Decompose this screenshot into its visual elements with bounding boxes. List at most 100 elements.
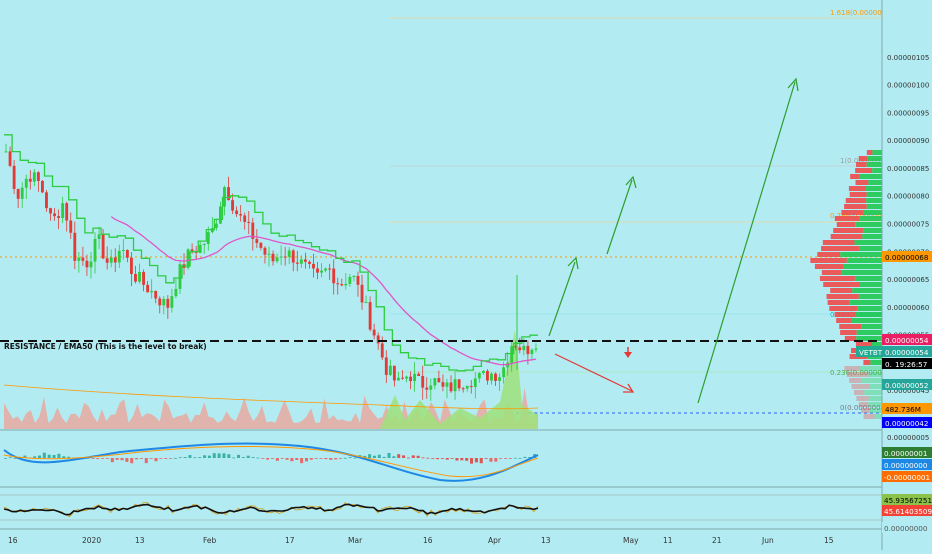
macd-histogram-bar xyxy=(402,455,406,458)
volume-profile-buy xyxy=(872,168,882,173)
candle-down xyxy=(328,268,332,270)
macd-histogram-bar xyxy=(266,458,270,460)
candle-up xyxy=(465,386,469,389)
candle-down xyxy=(263,247,267,255)
candle-down xyxy=(105,258,109,263)
price-tick-label: 0.00000060 xyxy=(887,304,929,312)
candle-down xyxy=(409,376,412,382)
volume-profile-sell xyxy=(855,342,873,347)
volume-profile-sell xyxy=(840,330,857,335)
candle-down xyxy=(486,370,489,381)
volume-profile-sell xyxy=(841,210,864,215)
volume-profile-sell xyxy=(851,384,871,389)
time-tick-label: 17 xyxy=(285,536,295,545)
price-tick-label: 0.00000075 xyxy=(887,221,929,229)
time-axis[interactable]: 16 2020 13 Feb 17 Mar 16 Apr 13 May 11 21 Jun 15 xyxy=(8,536,834,545)
price-badge-text: 0.00000054 xyxy=(885,336,929,345)
candle-down xyxy=(425,387,429,390)
volume-profile-sell xyxy=(833,228,864,233)
macd-histogram-bar xyxy=(504,458,508,459)
candle-down xyxy=(166,298,170,308)
volume-profile-buy xyxy=(867,156,882,161)
candle-down xyxy=(130,257,133,274)
macd-histogram-bar xyxy=(489,458,493,462)
price-badge-text: VETBTC xyxy=(859,348,887,357)
macd-histogram-bar xyxy=(246,455,250,458)
candle-down xyxy=(134,273,137,282)
candle-up xyxy=(530,349,534,355)
projection-arrows xyxy=(548,77,799,404)
volume-profile-sell xyxy=(830,234,863,239)
volume-profile-buy xyxy=(846,258,882,263)
candle-up xyxy=(162,298,166,306)
candle-down xyxy=(308,261,311,264)
oscillator-signal xyxy=(3,501,539,518)
candle-down xyxy=(158,298,162,306)
candle-down xyxy=(384,357,388,375)
candle-up xyxy=(481,370,485,374)
candle-down xyxy=(125,249,129,258)
macd-histogram-bar xyxy=(421,457,425,459)
candle-down xyxy=(401,377,404,379)
price-badge-text: 0.00000068 xyxy=(885,253,929,262)
volume-profile-buy xyxy=(860,282,882,287)
candle-down xyxy=(283,256,287,258)
volume-profile-buy xyxy=(869,408,882,413)
macd-histogram-bar xyxy=(42,452,46,458)
candle-up xyxy=(299,259,303,264)
volume-profile-sell xyxy=(823,282,861,287)
volume-profile-buy xyxy=(870,360,882,365)
price-axis[interactable] xyxy=(882,0,932,550)
volume-profile-buy xyxy=(868,402,882,407)
volume-profile-sell xyxy=(858,402,869,407)
macd-histogram-bar xyxy=(494,458,498,462)
macd-histogram-bar xyxy=(125,458,129,462)
volume-profile-sell xyxy=(817,252,841,257)
volume-profile-buy xyxy=(868,396,882,401)
candle-down xyxy=(417,373,421,376)
candle-up xyxy=(117,250,121,263)
candle-down xyxy=(73,232,77,261)
candle-down xyxy=(190,249,194,251)
macd-histogram-bar xyxy=(363,455,367,458)
volume-profile-buy xyxy=(861,324,882,329)
volume-profile-sell xyxy=(839,324,862,329)
volume-profile-buy xyxy=(852,288,882,293)
volume-profile-buy xyxy=(857,306,882,311)
volume-profile-sell xyxy=(834,216,860,221)
candle-down xyxy=(332,268,336,284)
macd-histogram-bar xyxy=(91,458,95,459)
volume-area xyxy=(3,330,539,429)
volume-profile-sell xyxy=(856,162,867,167)
volume-profile-buy xyxy=(864,390,882,395)
volume-profile-sell xyxy=(821,246,860,251)
macd-histogram-bar xyxy=(178,457,182,459)
candle-up xyxy=(348,276,352,284)
macd-histogram-bar xyxy=(173,457,177,459)
candle-down xyxy=(231,200,234,211)
volume-profile-buy xyxy=(855,222,882,227)
price-badge: 0.00000054 xyxy=(882,334,932,345)
macd-histogram-bar xyxy=(518,457,522,459)
macd-histogram-bar xyxy=(392,456,396,458)
price-tick-label: 0.00000105 xyxy=(887,54,929,62)
volume-profile-sell xyxy=(861,408,870,413)
macd-histogram-bar xyxy=(431,458,435,459)
price-badge: 0.00000042 xyxy=(882,417,932,428)
macd-tick-label: 0.00000005 xyxy=(887,434,929,442)
time-tick-label: Feb xyxy=(203,536,217,545)
macd-histogram-bar xyxy=(387,452,391,458)
price-badge: 0.00000052 xyxy=(882,379,932,390)
volume-profile-buy xyxy=(863,210,882,215)
macd-histogram-bar xyxy=(499,458,503,459)
macd-histogram-bar xyxy=(101,458,105,459)
macd-histogram-bar xyxy=(139,458,143,459)
candle-up xyxy=(97,234,101,239)
candle-up xyxy=(77,257,81,261)
macd-histogram-bar xyxy=(33,456,37,458)
candle-up xyxy=(89,261,93,268)
candle-down xyxy=(243,215,247,222)
time-tick-label: 13 xyxy=(541,536,551,545)
macd-line xyxy=(3,442,539,482)
